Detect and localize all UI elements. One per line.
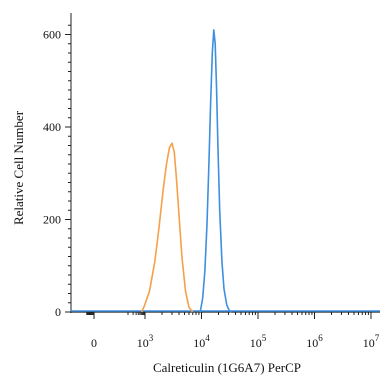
x-tick-label: 106 xyxy=(306,333,323,350)
x-tick-label: 107 xyxy=(363,333,380,350)
x-axis-title: Calreticulin (1G6A7) PerCP xyxy=(153,360,301,375)
y-tick-label: 600 xyxy=(43,28,61,42)
x-tick-label: 105 xyxy=(250,333,267,350)
x-tick-label: 104 xyxy=(193,333,210,350)
chart-ticks: 0 200 400 600 0 103 104 105 106 107 xyxy=(43,28,380,351)
chart-axes xyxy=(65,13,380,319)
y-tick-label: 400 xyxy=(43,120,61,134)
y-axis-title: Relative Cell Number xyxy=(11,110,26,225)
y-tick-label: 200 xyxy=(43,213,61,227)
histogram-series-2 xyxy=(199,29,232,313)
histogram-series-1 xyxy=(140,142,194,313)
chart-series xyxy=(71,29,380,313)
x-tick-label: 0 xyxy=(91,336,97,350)
x-tick-label: 103 xyxy=(137,333,154,350)
y-tick-label: 0 xyxy=(55,305,61,319)
